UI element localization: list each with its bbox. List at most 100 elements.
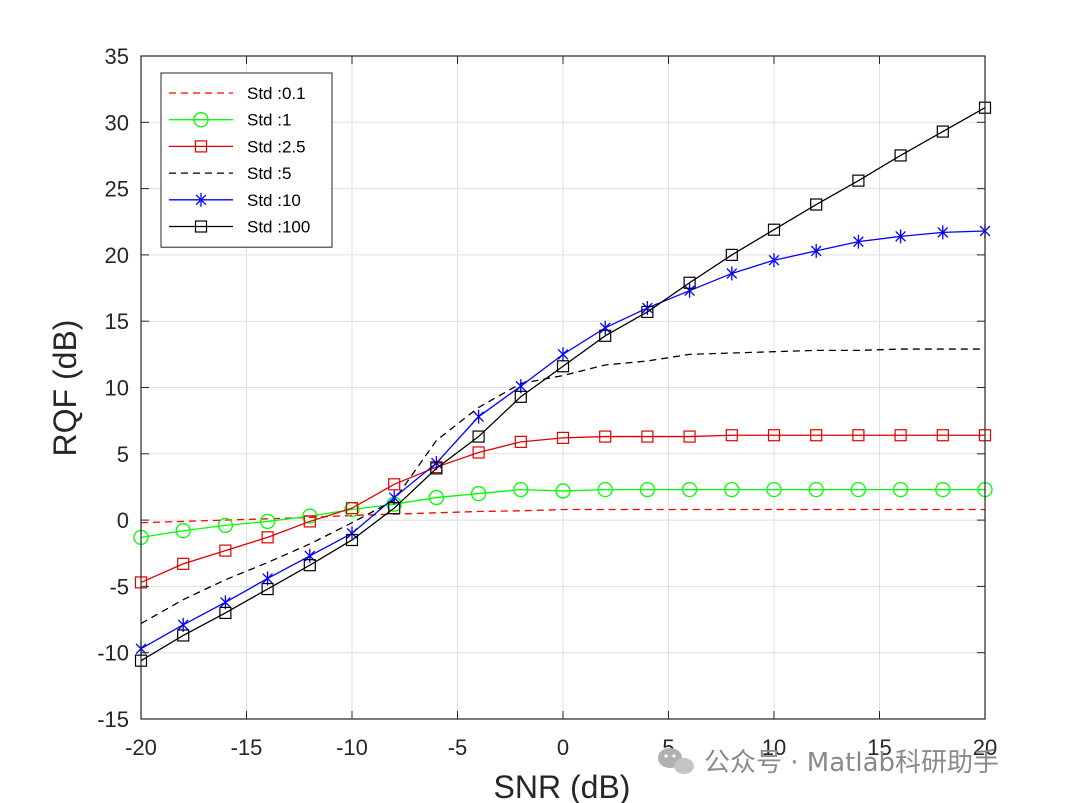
square-marker (514, 435, 527, 448)
legend-label: Std :100 (247, 218, 310, 237)
y-tick-label: 20 (105, 243, 129, 268)
asterisk-marker (557, 347, 569, 362)
asterisk-marker (810, 243, 822, 258)
series-3 (134, 429, 992, 589)
circle-marker (428, 489, 445, 506)
square-marker (261, 531, 274, 544)
series-line (140, 434, 985, 584)
legend-label: Std :0.1 (247, 84, 306, 103)
square-marker (303, 559, 316, 572)
x-tick-label: -5 (448, 735, 468, 760)
y-tick-label: 35 (105, 44, 129, 69)
circle-marker (217, 517, 234, 534)
square-marker (556, 431, 570, 444)
series-4 (140, 348, 985, 625)
series-lines (133, 101, 993, 667)
asterisk-marker (195, 192, 207, 207)
square-marker (345, 502, 359, 515)
y-tick-label: -15 (97, 707, 129, 732)
square-marker (894, 149, 907, 162)
series-line (140, 488, 985, 538)
series-2 (133, 481, 993, 545)
square-marker (194, 140, 208, 153)
circle-marker (724, 481, 740, 498)
series-line (140, 508, 985, 524)
wechat-icon (658, 748, 694, 774)
square-marker (219, 606, 232, 620)
square-marker (599, 329, 612, 342)
y-tick-label: -10 (97, 641, 129, 666)
legend: Std :0.1 Std :1 Std :2.5 Std :5 Std :10 Std :… (160, 72, 333, 248)
asterisk-marker (768, 253, 780, 268)
square-marker (430, 462, 443, 475)
x-tick-label: 20 (973, 735, 997, 760)
circle-marker (850, 481, 867, 498)
square-marker (345, 533, 359, 547)
circle-marker (470, 485, 487, 502)
series-5 (135, 224, 991, 656)
y-axis-label: RQF (dB) (47, 320, 83, 457)
square-marker (472, 446, 485, 459)
square-marker (388, 478, 401, 491)
square-marker (261, 582, 274, 596)
asterisk-marker (937, 225, 949, 240)
circle-marker (597, 481, 613, 498)
square-marker (303, 515, 316, 528)
square-marker (683, 430, 696, 443)
circle-marker (935, 481, 951, 498)
asterisk-marker (895, 229, 906, 244)
square-marker (936, 125, 949, 138)
series-1 (140, 508, 985, 524)
square-marker (810, 429, 823, 442)
legend-entry: Std :5 (169, 164, 291, 183)
square-marker (177, 557, 190, 570)
square-marker (936, 429, 949, 442)
square-marker (641, 430, 654, 443)
square-marker (388, 502, 401, 515)
x-tick-label: 15 (867, 735, 891, 760)
legend-entry: Std :100 (169, 218, 310, 237)
legend-entry: Std :1 (169, 111, 291, 130)
square-marker (556, 360, 570, 373)
asterisk-marker (346, 526, 358, 541)
y-tick-label: 10 (105, 376, 129, 401)
circle-marker (302, 508, 318, 524)
x-axis-label: SNR (dB) (494, 769, 631, 803)
square-marker (852, 174, 865, 187)
legend-entry: Std :2.5 (169, 137, 306, 156)
square-marker (219, 544, 232, 557)
circle-marker (193, 112, 209, 128)
asterisk-marker (853, 234, 864, 249)
circle-marker (892, 481, 909, 498)
square-marker (894, 429, 907, 442)
square-marker (177, 629, 190, 642)
square-marker (641, 305, 654, 319)
square-marker (767, 223, 781, 236)
y-tick-label: 15 (105, 309, 129, 334)
square-marker (852, 429, 865, 442)
square-marker (810, 198, 823, 211)
asterisk-marker (599, 320, 611, 335)
square-marker (194, 220, 208, 233)
x-tick-label: 10 (762, 735, 786, 760)
watermark-text: 公众号 · Matlab科研助手 (704, 748, 999, 778)
circle-marker (175, 523, 191, 539)
legend-entry: Std :10 (169, 191, 301, 210)
circle-marker (808, 481, 824, 498)
series-line (140, 107, 986, 662)
legend-entry: Std :0.1 (169, 84, 306, 103)
square-marker (725, 429, 738, 442)
asterisk-marker (684, 283, 695, 298)
asterisk-marker (726, 266, 738, 281)
y-tick-label: 30 (105, 110, 129, 135)
legend-label: Std :5 (247, 164, 291, 183)
x-tick-label: 0 (557, 735, 569, 760)
square-marker (725, 248, 738, 261)
x-tick-label: -10 (336, 735, 368, 760)
x-tick-label: -15 (231, 735, 263, 760)
series-line (140, 348, 985, 625)
asterisk-marker (473, 409, 484, 424)
watermark: 公众号 · Matlab科研助手 (658, 748, 999, 778)
x-tick-label: -20 (125, 735, 157, 760)
y-tick-label: 5 (117, 442, 129, 467)
